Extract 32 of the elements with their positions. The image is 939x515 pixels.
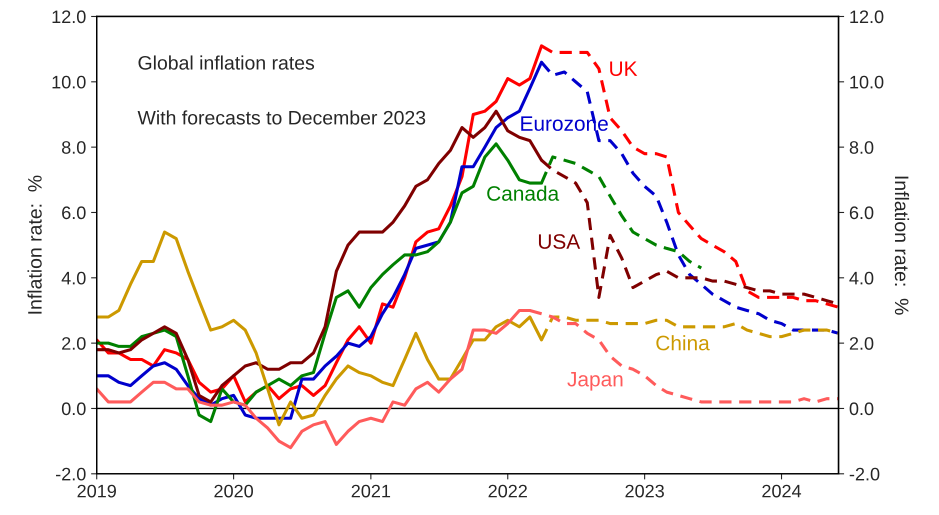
y2-tick-label: 6.0 <box>850 206 874 220</box>
y-tick-label: 6.0 <box>62 206 86 220</box>
series-label: Eurozone <box>521 116 608 131</box>
y-tick-label: 0.0 <box>62 402 86 416</box>
y2-tick-label: 10.0 <box>850 76 884 89</box>
y2-tick-label: -2.0 <box>850 468 880 481</box>
series-label: Canada <box>487 186 560 201</box>
y2-tick-label: 2.0 <box>850 337 874 350</box>
y2-tick-label: 12.0 <box>850 10 884 24</box>
y2-axis-title: Inflation rate: % <box>894 176 910 315</box>
x-tick-label: 2019 <box>78 484 116 498</box>
x-tick-label: 2021 <box>352 484 390 498</box>
text: UK <box>610 62 638 76</box>
x-tick-label: 2023 <box>625 484 664 498</box>
text: Japan <box>567 372 622 391</box>
text: USA <box>538 234 580 249</box>
y-tick-label: 4.0 <box>62 272 86 285</box>
text: Global inflation rates <box>138 55 314 70</box>
y-tick-label: 2.0 <box>62 337 86 350</box>
y-tick-label: 10.0 <box>52 76 86 89</box>
y-tick-label: 12.0 <box>52 10 86 24</box>
y-axis-title: Inflation rate: % <box>27 176 42 314</box>
x-tick-label: 2022 <box>488 484 527 498</box>
y2-tick-label: 0.0 <box>850 402 874 416</box>
x-tick-label: 2024 <box>762 484 802 498</box>
text: China <box>656 335 710 350</box>
text: With forecasts to December 2023 <box>138 110 426 125</box>
y-tick-label: 8.0 <box>62 141 86 154</box>
x-tick-label: 2020 <box>214 484 253 498</box>
y-tick-label: -2.0 <box>56 468 86 481</box>
y2-tick-label: 8.0 <box>850 141 874 154</box>
y2-tick-label: 4.0 <box>849 272 874 285</box>
